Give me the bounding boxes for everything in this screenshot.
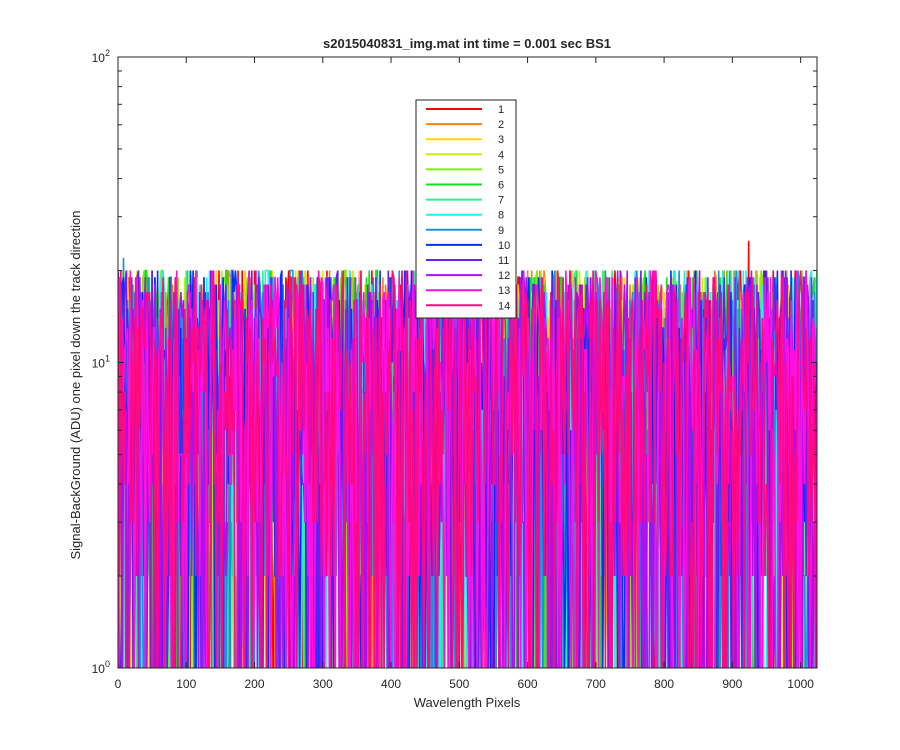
legend-label-3: 3 [498, 134, 504, 146]
legend-label-1: 1 [498, 104, 504, 116]
x-axis-label: Wavelength Pixels [414, 695, 521, 710]
y-tick-label: 101 [92, 354, 110, 371]
x-tick-label: 600 [518, 677, 538, 691]
legend-label-12: 12 [498, 270, 510, 282]
series-line-14 [118, 270, 817, 668]
axes-layer: 0 100 200 300 400 500 600 700 800 900 100010010110… [92, 48, 818, 691]
y-tick-label: 102 [92, 48, 110, 65]
y-tick-label: 100 [92, 659, 110, 676]
x-tick-label: 300 [313, 677, 333, 691]
x-tick-label: 800 [654, 677, 674, 691]
legend-label-8: 8 [498, 210, 504, 222]
x-tick-label: 200 [245, 677, 265, 691]
x-tick-label: 100 [176, 677, 196, 691]
x-tick-label: 900 [722, 677, 742, 691]
legend-label-5: 5 [498, 164, 504, 176]
x-tick-label: 400 [381, 677, 401, 691]
legend-label-11: 11 [498, 255, 509, 267]
legend-label-14: 14 [498, 300, 510, 312]
y-axis-label: Signal-BackGround (ADU) one pixel down t… [68, 210, 83, 559]
legend-label-6: 6 [498, 180, 504, 192]
x-tick-label: 500 [449, 677, 469, 691]
legend-label-2: 2 [498, 119, 504, 131]
legend-label-9: 9 [498, 225, 504, 237]
plot-area [118, 240, 817, 668]
legend-box [415, 99, 517, 319]
x-tick-label: 0 [115, 677, 122, 691]
x-tick-label: 700 [586, 677, 606, 691]
legend-label-4: 4 [498, 149, 504, 161]
chart-title: s2015040831_img.mat int time = 0.001 sec… [323, 36, 611, 51]
legend-label-10: 10 [498, 240, 510, 252]
x-tick-label: 1000 [787, 677, 814, 691]
series-layer [118, 240, 817, 668]
legend-label-7: 7 [498, 195, 504, 207]
legend-label-13: 13 [498, 285, 510, 297]
